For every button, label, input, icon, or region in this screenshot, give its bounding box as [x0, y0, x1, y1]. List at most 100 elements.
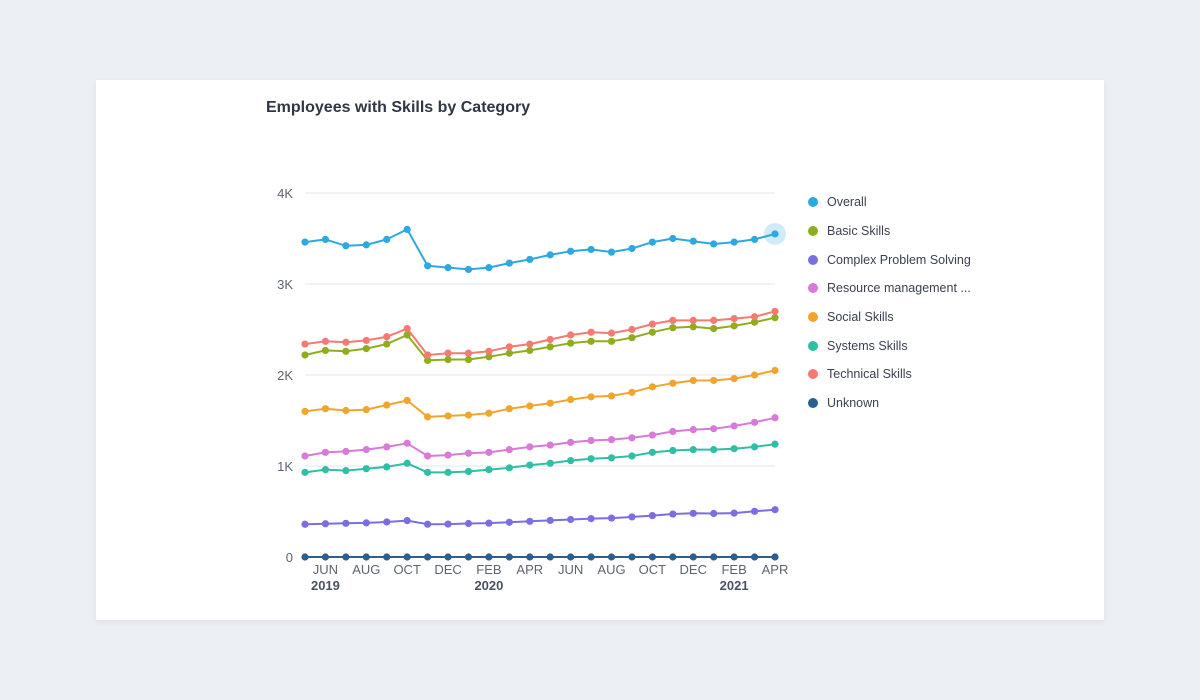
data-point[interactable] — [444, 264, 452, 272]
data-point[interactable] — [669, 510, 677, 518]
data-point[interactable] — [750, 443, 759, 451]
data-point[interactable] — [546, 516, 554, 525]
legend-item[interactable]: Overall — [808, 188, 971, 217]
data-point[interactable] — [526, 553, 534, 561]
data-point[interactable] — [750, 318, 759, 326]
data-point[interactable] — [485, 448, 493, 456]
data-point[interactable] — [362, 336, 370, 345]
data-point[interactable] — [526, 402, 534, 410]
data-point[interactable] — [587, 455, 595, 463]
data-point[interactable] — [689, 426, 697, 434]
data-point[interactable] — [342, 338, 350, 346]
data-point[interactable] — [403, 517, 411, 525]
data-point[interactable] — [526, 255, 534, 264]
data-point[interactable] — [669, 379, 677, 387]
data-point[interactable] — [424, 520, 432, 528]
series-line-overall[interactable] — [304, 228, 776, 271]
data-point[interactable] — [669, 553, 677, 561]
data-point[interactable] — [648, 383, 656, 391]
data-point[interactable] — [648, 511, 656, 520]
legend-item[interactable]: Resource management ... — [808, 274, 971, 303]
legend-item[interactable]: Complex Problem Solving — [808, 245, 971, 274]
data-point[interactable] — [689, 446, 697, 454]
data-point[interactable] — [301, 452, 309, 460]
data-point[interactable] — [587, 337, 595, 345]
data-point[interactable] — [301, 520, 309, 528]
data-point[interactable] — [464, 449, 473, 457]
data-point[interactable] — [444, 468, 452, 476]
data-point[interactable] — [383, 553, 391, 561]
data-point[interactable] — [464, 467, 473, 476]
data-point[interactable] — [505, 259, 513, 267]
data-point[interactable] — [750, 507, 759, 515]
data-point[interactable] — [424, 452, 432, 460]
data-point[interactable] — [526, 340, 534, 348]
data-point[interactable] — [710, 376, 718, 385]
data-point[interactable] — [607, 454, 616, 462]
data-point[interactable] — [403, 324, 411, 333]
data-point[interactable] — [607, 436, 616, 444]
data-point[interactable] — [424, 553, 432, 561]
data-point[interactable] — [301, 468, 309, 476]
data-point[interactable] — [424, 262, 432, 270]
data-point[interactable] — [628, 553, 636, 561]
data-point[interactable] — [485, 553, 493, 561]
data-point[interactable] — [505, 343, 513, 351]
data-point[interactable] — [771, 307, 779, 315]
data-point[interactable] — [648, 431, 656, 439]
data-point[interactable] — [505, 405, 513, 413]
legend-item[interactable]: Systems Skills — [808, 331, 971, 360]
data-point[interactable] — [362, 446, 370, 454]
data-point[interactable] — [689, 509, 697, 517]
data-point[interactable] — [321, 466, 330, 474]
data-point[interactable] — [567, 395, 575, 404]
data-point[interactable] — [505, 349, 513, 357]
data-point[interactable] — [628, 513, 636, 521]
data-point[interactable] — [710, 425, 718, 433]
data-point[interactable] — [342, 242, 350, 250]
data-point[interactable] — [362, 465, 370, 473]
data-point[interactable] — [628, 244, 636, 253]
data-point[interactable] — [444, 412, 452, 420]
data-point[interactable] — [628, 325, 636, 334]
data-point[interactable] — [362, 405, 370, 414]
data-point[interactable] — [444, 553, 452, 561]
data-point[interactable] — [342, 553, 350, 561]
data-point[interactable] — [505, 518, 513, 526]
data-point[interactable] — [383, 463, 391, 471]
data-point[interactable] — [321, 235, 330, 244]
data-point[interactable] — [403, 396, 411, 405]
legend-item[interactable]: Technical Skills — [808, 360, 971, 389]
data-point[interactable] — [505, 553, 513, 561]
data-point[interactable] — [485, 409, 493, 417]
data-point[interactable] — [669, 316, 677, 324]
data-point[interactable] — [771, 366, 779, 375]
data-point[interactable] — [710, 509, 718, 518]
data-point[interactable] — [383, 235, 391, 244]
data-point[interactable] — [730, 375, 738, 383]
data-point[interactable] — [424, 468, 432, 476]
data-point[interactable] — [607, 337, 616, 345]
data-point[interactable] — [730, 422, 738, 430]
data-point[interactable] — [383, 340, 391, 348]
data-point[interactable] — [567, 515, 575, 524]
data-point[interactable] — [750, 313, 759, 321]
data-point[interactable] — [710, 553, 718, 561]
legend-item[interactable]: Unknown — [808, 389, 971, 418]
data-point[interactable] — [730, 314, 738, 323]
data-point[interactable] — [383, 401, 391, 409]
data-point[interactable] — [669, 427, 677, 436]
data-point[interactable] — [567, 456, 575, 465]
data-point[interactable] — [648, 553, 656, 561]
data-point[interactable] — [444, 451, 452, 459]
data-point[interactable] — [771, 230, 779, 238]
data-point[interactable] — [464, 265, 473, 274]
data-point[interactable] — [424, 351, 432, 359]
data-point[interactable] — [362, 241, 370, 249]
data-point[interactable] — [689, 323, 697, 331]
data-point[interactable] — [342, 447, 350, 456]
data-point[interactable] — [771, 440, 779, 448]
data-point[interactable] — [567, 438, 575, 446]
data-point[interactable] — [628, 334, 636, 342]
legend-item[interactable]: Social Skills — [808, 303, 971, 332]
